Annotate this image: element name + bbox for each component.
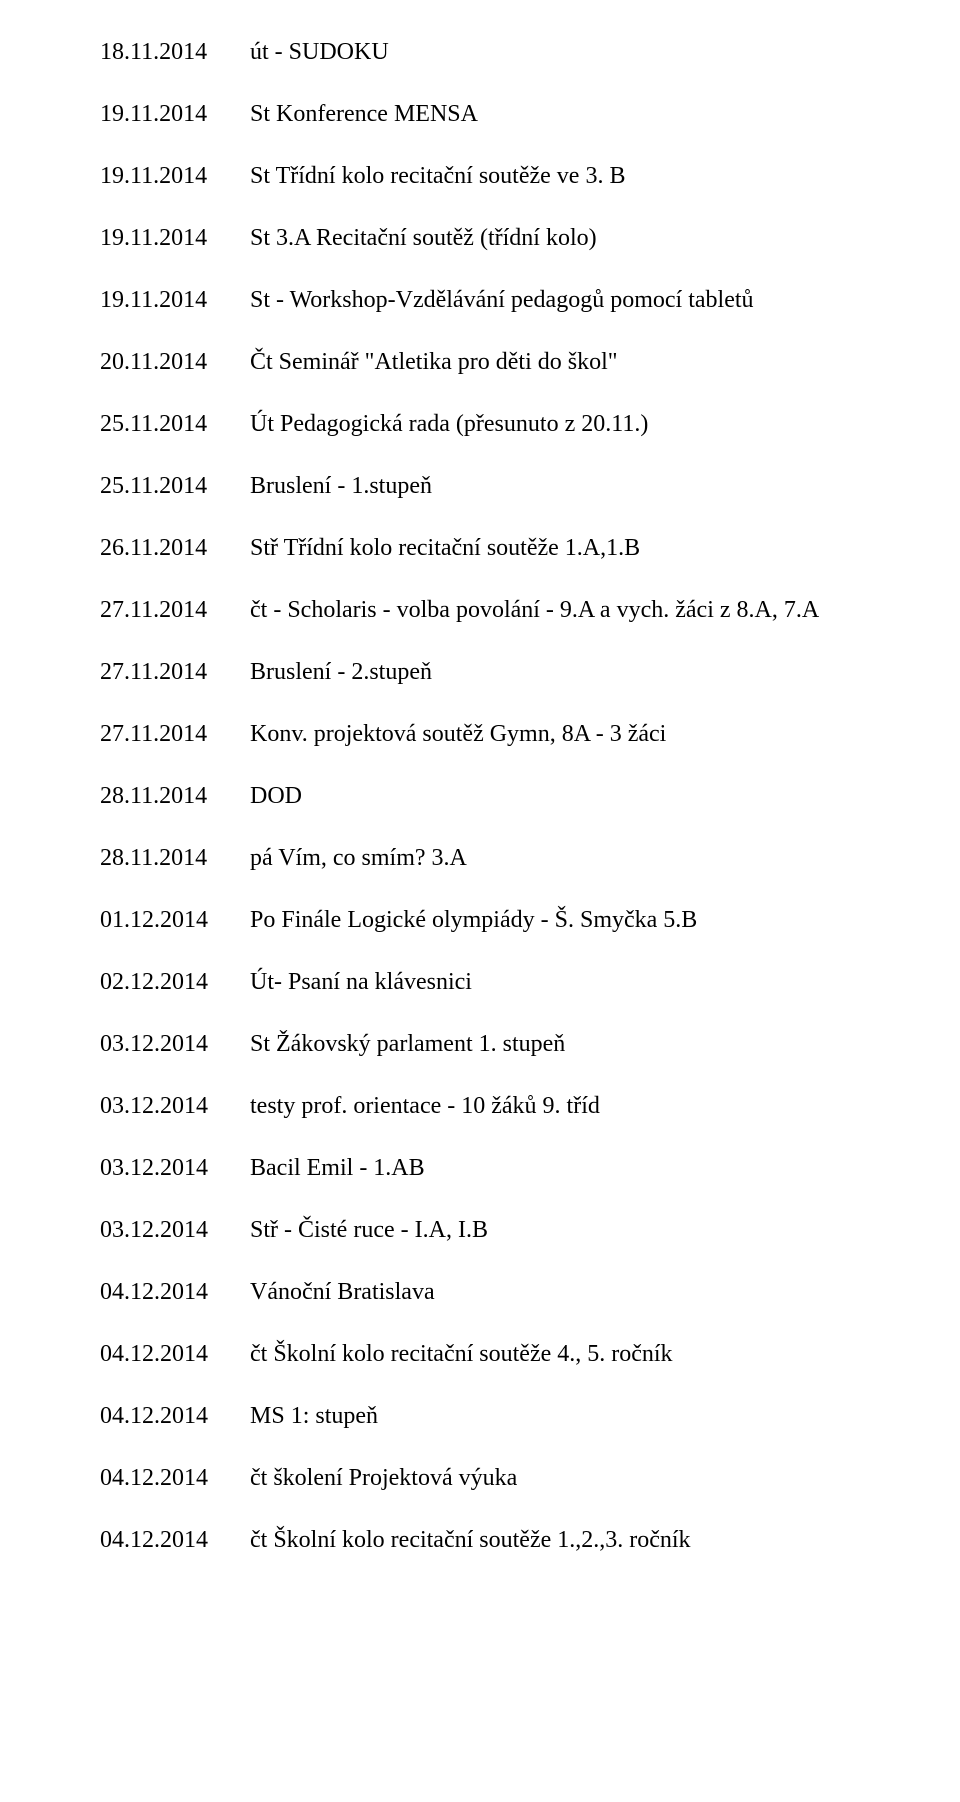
event-description: Bruslení - 2.stupeň — [250, 660, 900, 684]
event-row: 04.12.2014MS 1: stupeň — [100, 1404, 900, 1428]
event-description: MS 1: stupeň — [250, 1404, 900, 1428]
event-description: St 3.A Recitační soutěž (třídní kolo) — [250, 226, 900, 250]
event-list: 18.11.2014út - SUDOKU19.11.2014St Konfer… — [100, 40, 900, 1552]
event-date: 03.12.2014 — [100, 1032, 250, 1056]
event-row: 28.11.2014DOD — [100, 784, 900, 808]
event-date: 26.11.2014 — [100, 536, 250, 560]
event-date: 03.12.2014 — [100, 1094, 250, 1118]
event-description: pá Vím, co smím? 3.A — [250, 846, 900, 870]
event-description: Konv. projektová soutěž Gymn, 8A - 3 žác… — [250, 722, 900, 746]
event-date: 03.12.2014 — [100, 1156, 250, 1180]
event-row: 27.11.2014Bruslení - 2.stupeň — [100, 660, 900, 684]
event-description: DOD — [250, 784, 900, 808]
event-description: út - SUDOKU — [250, 40, 900, 64]
event-description: čt školení Projektová výuka — [250, 1466, 900, 1490]
event-row: 03.12.2014St Žákovský parlament 1. stupe… — [100, 1032, 900, 1056]
event-row: 19.11.2014St Třídní kolo recitační soutě… — [100, 164, 900, 188]
event-row: 03.12.2014Stř - Čisté ruce - I.A, I.B — [100, 1218, 900, 1242]
event-row: 20.11.2014Čt Seminář "Atletika pro děti … — [100, 350, 900, 374]
event-date: 04.12.2014 — [100, 1280, 250, 1304]
event-description: testy prof. orientace - 10 žáků 9. tříd — [250, 1094, 900, 1118]
event-description: Bruslení - 1.stupeň — [250, 474, 900, 498]
event-description: Út Pedagogická rada (přesunuto z 20.11.) — [250, 412, 900, 436]
event-date: 04.12.2014 — [100, 1342, 250, 1366]
event-row: 01.12.2014Po Finále Logické olympiády - … — [100, 908, 900, 932]
event-date: 20.11.2014 — [100, 350, 250, 374]
event-description: Bacil Emil - 1.AB — [250, 1156, 900, 1180]
event-date: 28.11.2014 — [100, 784, 250, 808]
event-description: Stř Třídní kolo recitační soutěže 1.A,1.… — [250, 536, 900, 560]
event-row: 27.11.2014Konv. projektová soutěž Gymn, … — [100, 722, 900, 746]
event-row: 04.12.2014čt Školní kolo recitační soutě… — [100, 1342, 900, 1366]
event-description: Čt Seminář "Atletika pro děti do škol" — [250, 350, 900, 374]
event-row: 04.12.2014Vánoční Bratislava — [100, 1280, 900, 1304]
event-date: 27.11.2014 — [100, 722, 250, 746]
event-date: 28.11.2014 — [100, 846, 250, 870]
event-description: čt Školní kolo recitační soutěže 4., 5. … — [250, 1342, 900, 1366]
event-description: Vánoční Bratislava — [250, 1280, 900, 1304]
event-description: St Třídní kolo recitační soutěže ve 3. B — [250, 164, 900, 188]
event-row: 19.11.2014St - Workshop-Vzdělávání pedag… — [100, 288, 900, 312]
event-description: St Konference MENSA — [250, 102, 900, 126]
event-date: 04.12.2014 — [100, 1404, 250, 1428]
event-description: Út- Psaní na klávesnici — [250, 970, 900, 994]
event-description: čt Školní kolo recitační soutěže 1.,2.,3… — [250, 1528, 900, 1552]
event-date: 27.11.2014 — [100, 660, 250, 684]
event-row: 25.11.2014Út Pedagogická rada (přesunuto… — [100, 412, 900, 436]
event-date: 02.12.2014 — [100, 970, 250, 994]
event-row: 03.12.2014testy prof. orientace - 10 žák… — [100, 1094, 900, 1118]
event-row: 18.11.2014út - SUDOKU — [100, 40, 900, 64]
event-row: 03.12.2014Bacil Emil - 1.AB — [100, 1156, 900, 1180]
event-description: St Žákovský parlament 1. stupeň — [250, 1032, 900, 1056]
event-date: 04.12.2014 — [100, 1466, 250, 1490]
event-row: 04.12.2014čt Školní kolo recitační soutě… — [100, 1528, 900, 1552]
event-description: Po Finále Logické olympiády - Š. Smyčka … — [250, 908, 900, 932]
event-row: 26.11.2014Stř Třídní kolo recitační sout… — [100, 536, 900, 560]
event-row: 19.11.2014St Konference MENSA — [100, 102, 900, 126]
event-row: 02.12.2014Út- Psaní na klávesnici — [100, 970, 900, 994]
event-date: 19.11.2014 — [100, 288, 250, 312]
event-row: 27.11.2014čt - Scholaris - volba povolán… — [100, 598, 900, 622]
event-date: 04.12.2014 — [100, 1528, 250, 1552]
event-description: čt - Scholaris - volba povolání - 9.A a … — [250, 598, 900, 622]
event-description: St - Workshop-Vzdělávání pedagogů pomocí… — [250, 288, 900, 312]
event-date: 19.11.2014 — [100, 226, 250, 250]
event-date: 03.12.2014 — [100, 1218, 250, 1242]
event-row: 04.12.2014čt školení Projektová výuka — [100, 1466, 900, 1490]
event-date: 25.11.2014 — [100, 474, 250, 498]
event-row: 19.11.2014St 3.A Recitační soutěž (třídn… — [100, 226, 900, 250]
event-date: 25.11.2014 — [100, 412, 250, 436]
event-date: 27.11.2014 — [100, 598, 250, 622]
event-description: Stř - Čisté ruce - I.A, I.B — [250, 1218, 900, 1242]
event-date: 01.12.2014 — [100, 908, 250, 932]
event-row: 25.11.2014Bruslení - 1.stupeň — [100, 474, 900, 498]
event-date: 19.11.2014 — [100, 102, 250, 126]
event-date: 19.11.2014 — [100, 164, 250, 188]
event-date: 18.11.2014 — [100, 40, 250, 64]
event-row: 28.11.2014pá Vím, co smím? 3.A — [100, 846, 900, 870]
